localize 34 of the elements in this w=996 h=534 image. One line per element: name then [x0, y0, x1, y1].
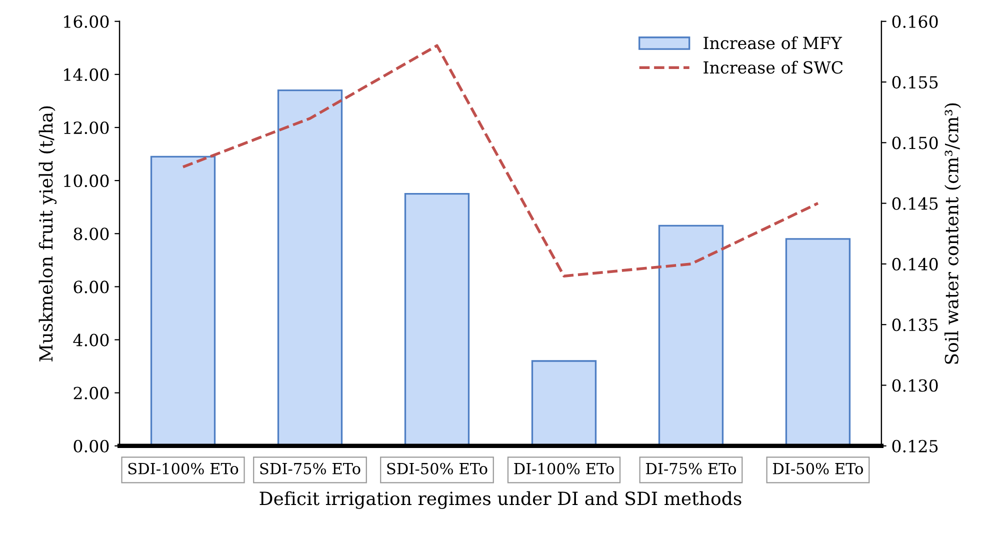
bar [658, 224, 724, 446]
y-tick-label: 2.00 [74, 386, 109, 400]
y2-tick-label: 0.135 [892, 318, 938, 332]
y-tick-label: 16.00 [64, 15, 109, 28]
y-tick-label: 6.00 [74, 280, 109, 294]
y-tick-label: 0.00 [74, 440, 109, 452]
bar [150, 156, 216, 446]
bar [785, 238, 851, 446]
y2-tick-label: 0.145 [892, 197, 938, 210]
x-tick-label: SDI-75% ETo [260, 462, 360, 474]
x-tick-label: DI-100% ETo [514, 462, 614, 474]
y2-tick-label: 0.130 [892, 379, 938, 392]
y2-tick-label: 0.140 [892, 258, 938, 271]
legend-label: Increase of SWC [704, 60, 843, 74]
y2-axis-title: Soil water content (cm³/cm³) [944, 103, 961, 364]
y2-tick-label: 0.150 [892, 136, 938, 150]
y-axis-title: Muskmelon fruit yield (t/ha) [38, 106, 57, 362]
bar [531, 360, 597, 446]
y2-tick-label: 0.160 [892, 15, 938, 28]
bar [277, 90, 343, 446]
y-tick-label: 14.00 [64, 68, 109, 81]
y-tick-label: 12.00 [64, 121, 109, 134]
bar [404, 192, 470, 446]
x-tick-label: SDI-100% ETo [128, 462, 238, 474]
x-axis-title: Deficit irrigation regimes under DI and SDI methods [260, 491, 742, 509]
y-tick-label: 4.00 [73, 334, 109, 346]
y-tick-label: 8.00 [74, 228, 109, 240]
x-tick-label: DI-75% ETo [646, 462, 736, 474]
y2-tick-label: 0.155 [892, 76, 938, 89]
y2-tick-label: 0.125 [892, 440, 938, 452]
x-tick-label: SDI-50% ETo [387, 462, 488, 474]
legend-label: Increase of MFY [704, 36, 842, 50]
x-tick-label: DI-50% ETo [773, 462, 864, 474]
y-tick-label: 10.00 [64, 174, 109, 188]
